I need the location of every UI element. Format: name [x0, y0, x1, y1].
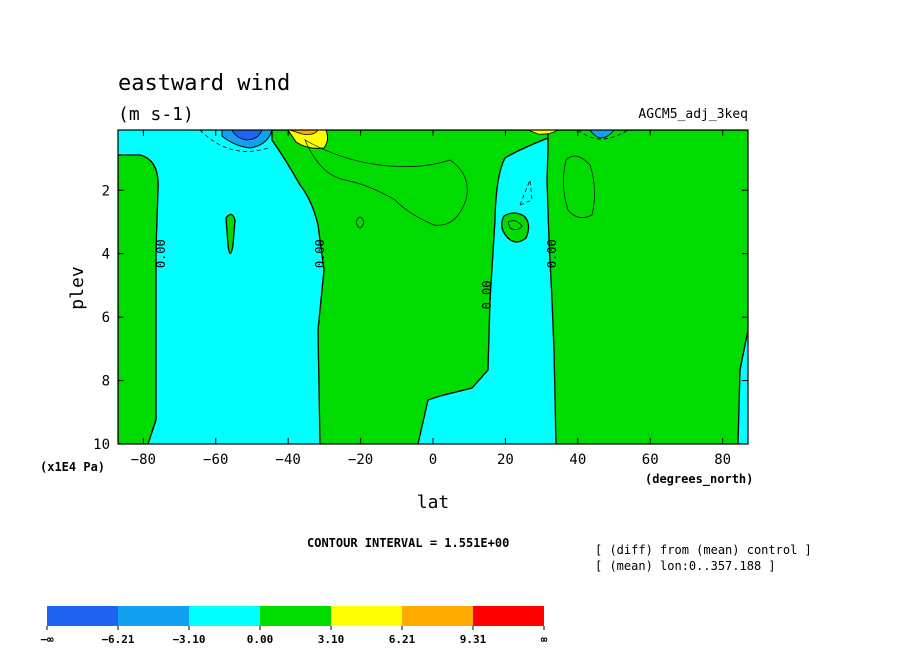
positive-region-midlat-south — [225, 213, 236, 255]
legend-label: −6.21 — [101, 633, 134, 646]
legend-label: 0.00 — [247, 633, 274, 646]
positive-region-central — [271, 130, 549, 444]
contour-label: 0.00 — [480, 280, 494, 309]
legend-label: −3.10 — [172, 633, 205, 646]
experiment-label: AGCM5_adj_3keq — [638, 107, 748, 122]
note-diff: [ (diff) from (mean) control ] — [595, 543, 812, 557]
x-tick-label: −60 — [203, 452, 228, 468]
legend-swatch — [118, 606, 189, 626]
note-mean: [ (mean) lon:0..357.188 ] — [595, 559, 776, 573]
legend-swatch — [402, 606, 473, 626]
x-tick-label: 60 — [642, 452, 659, 468]
contour-label: 0.00 — [154, 239, 168, 268]
contour-line — [507, 220, 523, 230]
contour-line — [563, 155, 595, 218]
chart-subtitle: (m s-1) — [118, 104, 194, 125]
y-tick-label: 6 — [102, 310, 110, 326]
negative-core-north — [589, 130, 615, 139]
y-axis-units: (x1E4 Pa) — [40, 460, 105, 474]
x-tick-label: 0 — [429, 452, 437, 468]
x-tick-label: 20 — [497, 452, 514, 468]
x-axis-ticks: −80 −60 −40 −20 0 20 40 60 80 — [131, 130, 731, 468]
dashed-contour — [199, 130, 269, 152]
contour-line — [304, 139, 468, 226]
legend-swatch — [331, 606, 402, 626]
y-tick-label: 8 — [102, 374, 110, 390]
contour-interval: CONTOUR INTERVAL = 1.551E+00 — [307, 536, 509, 550]
positive-region-north — [546, 130, 748, 444]
color-legend: −∞ −6.21 −3.10 0.00 3.10 6.21 9.31 ∞ — [40, 606, 548, 646]
y-axis-ticks: 2 4 6 8 10 — [93, 183, 748, 453]
legend-swatch — [473, 606, 544, 626]
legend-label: 6.21 — [389, 633, 416, 646]
contour-label: 0.00 — [313, 239, 327, 268]
legend-label: −∞ — [40, 633, 54, 646]
x-tick-label: 80 — [714, 452, 731, 468]
negative-core-inner — [231, 130, 263, 141]
strong-positive-center — [287, 130, 329, 149]
y-axis-label: plev — [67, 266, 88, 309]
legend-swatch — [260, 606, 331, 626]
chart-title: eastward wind — [118, 71, 290, 96]
contour-label: 0.00 — [545, 239, 559, 268]
y-tick-label: 2 — [102, 183, 110, 199]
x-tick-label: −20 — [348, 452, 373, 468]
contour-line — [355, 216, 365, 229]
dashed-contour — [519, 179, 533, 206]
legend-swatch — [47, 606, 118, 626]
y-tick-label: 4 — [102, 247, 110, 263]
x-tick-label: 40 — [569, 452, 586, 468]
legend-label: 9.31 — [460, 633, 487, 646]
x-axis-label: lat — [417, 492, 450, 513]
contour-labels: 0.00 0.00 0.00 0.00 — [154, 239, 559, 309]
positive-region-south — [118, 154, 159, 444]
legend-swatch — [189, 606, 260, 626]
x-tick-label: −40 — [276, 452, 301, 468]
y-tick-label: 10 — [93, 437, 110, 453]
positive-region-subtropic — [501, 212, 530, 243]
x-tick-label: −80 — [131, 452, 156, 468]
legend-label: ∞ — [541, 633, 548, 646]
legend-label: 3.10 — [318, 633, 345, 646]
x-axis-units: (degrees_north) — [645, 472, 753, 487]
contour-fill — [118, 130, 748, 444]
